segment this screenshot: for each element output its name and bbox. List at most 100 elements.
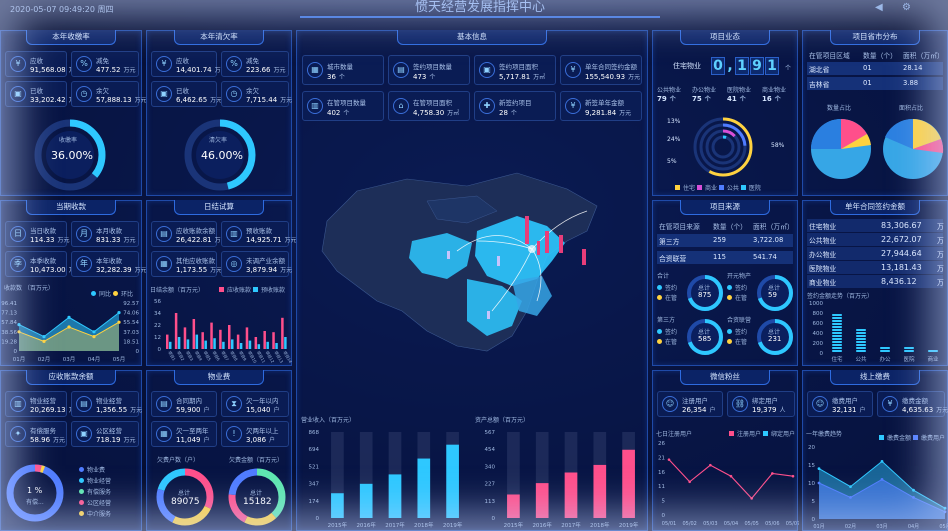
- row-name: 医院物业: [809, 265, 837, 273]
- calendar-day-icon: 日: [10, 226, 26, 242]
- bar-segment: [904, 350, 914, 352]
- bar: [248, 340, 252, 349]
- x-tick-label: 03月: [876, 524, 887, 530]
- item-label: 在管: [735, 295, 748, 302]
- row-value: 83,306.67: [881, 221, 922, 230]
- bar-segment: [832, 335, 842, 337]
- x-tick-label: 2018年: [414, 521, 434, 529]
- x-tick-label: 项目12: [265, 350, 277, 365]
- x-tick-label: 05/06: [765, 521, 779, 527]
- y-tick-label: 11: [658, 484, 665, 490]
- data-point: [17, 323, 21, 327]
- panel-title: 应收账款余额: [26, 370, 116, 385]
- card-label: 签约项目数量: [413, 63, 452, 71]
- receivable-donut: [6, 464, 64, 522]
- value-unit: 个: [510, 110, 517, 117]
- value-unit: 个: [774, 96, 781, 103]
- card-month: 月本月收款 831.33 万元: [71, 221, 139, 247]
- bar: [210, 322, 213, 349]
- value-unit: 个: [429, 74, 436, 81]
- row-unit: 万: [937, 237, 944, 245]
- bar-segment: [880, 350, 890, 352]
- slice-label: 13%: [667, 118, 681, 125]
- data-point: [42, 339, 46, 343]
- data-point: [17, 330, 21, 334]
- y-tick-label: 77.13: [1, 311, 17, 317]
- row-value: 27,944.64: [881, 249, 922, 258]
- data-point: [912, 488, 915, 492]
- yen-icon: ¥: [156, 56, 172, 72]
- data-point: [729, 474, 733, 478]
- bar-segment: [832, 341, 842, 343]
- bar: [169, 341, 172, 349]
- y-tick-label: 340: [485, 464, 496, 470]
- coin-icon: ◎: [226, 256, 242, 272]
- value-unit: 万㎡: [533, 74, 546, 81]
- back-icon[interactable]: ◀: [875, 2, 883, 13]
- data-point: [771, 472, 774, 475]
- stat-icon: ✚: [479, 98, 495, 114]
- clear-rate-gauge: [184, 119, 256, 191]
- current-collection-panel: 当期收款 日当日收款 114.33 万元 月本月收款 831.33 万元 季本季收款 10…: [0, 200, 147, 366]
- x-tick-label: 05月: [113, 356, 126, 363]
- gear-icon[interactable]: ⚙: [902, 2, 911, 13]
- y-tick-label: 0: [14, 349, 18, 355]
- bar: [622, 449, 635, 518]
- x-tick-label: 项目13: [273, 350, 285, 365]
- china-map: [321, 172, 598, 352]
- arrears-count-donut: [156, 468, 214, 526]
- legend-swatch: [727, 339, 732, 344]
- status-value: 41 个: [727, 94, 761, 103]
- y-tick-label: 5: [812, 499, 816, 505]
- group-item: 在管: [727, 337, 747, 346]
- ring-segment: [711, 135, 735, 159]
- item-label: 签约: [665, 285, 678, 292]
- card-label: 在管项目数量: [327, 99, 366, 107]
- y-tick-label: 57.84: [1, 320, 17, 326]
- y-tick-label: 56: [154, 299, 161, 305]
- chart-legend: 应收账款 预收账款: [219, 285, 285, 294]
- y-tick-label: 12: [154, 335, 161, 341]
- x-tick-label: 住宅: [831, 355, 843, 363]
- card-arrears: ◷ 余欠 7,715.44 万元: [221, 81, 292, 107]
- status-ring-chart: 13% 24% 5% 58%: [667, 117, 785, 177]
- group-title: 合资联营: [727, 317, 752, 324]
- y-tick-label: 113: [485, 499, 496, 505]
- gauge-value: 36.00%: [51, 149, 93, 162]
- y-tick-label: 16: [658, 470, 665, 476]
- x-tick-label: 项目4: [194, 350, 205, 363]
- series-line: [668, 459, 794, 500]
- stat-icon: ¥: [565, 98, 581, 114]
- item-label: 在管: [735, 339, 748, 346]
- x-tick-label: 项目1: [167, 350, 178, 363]
- card-registered: ☺ 注册用户 26,354 户: [657, 391, 723, 417]
- bar-segment: [832, 314, 842, 316]
- x-tick-label: 医院: [903, 355, 915, 363]
- x-tick-label: 项目7: [220, 350, 231, 363]
- x-tick-label: 05/05: [744, 521, 758, 527]
- bar-segment: [856, 350, 866, 352]
- basic-info-card: ¥ 新签单年金额 9,281.84 万元: [560, 91, 642, 121]
- x-tick-label: 2016年: [356, 521, 376, 529]
- x-tick-label: 05/02: [682, 521, 696, 527]
- annual-contract-panel: 单年合同签约金额 住宅物业 83,306.67 万公共物业 22,672.07 万办公物…: [802, 200, 948, 366]
- x-tick-label: 2019年: [443, 521, 463, 529]
- bar-segment: [856, 329, 866, 331]
- card-received: ▣ 已收 6,462.65 万元: [151, 81, 222, 107]
- ring-track: [711, 135, 735, 159]
- contract-row: 商业物业 8,436.12 万: [807, 275, 944, 288]
- bar: [174, 313, 178, 349]
- card-value: 473 个: [413, 72, 435, 81]
- y-tick-label: 21: [658, 455, 665, 461]
- row-unit: 万: [937, 251, 944, 259]
- contract-row: 医院物业 13,181.43 万: [807, 261, 944, 274]
- x-tick-label: 2016年: [532, 521, 552, 529]
- yen-icon: ¥: [10, 56, 26, 72]
- bar-segment: [832, 320, 842, 322]
- legend-swatch: [657, 285, 662, 290]
- basic-info-card: ⌂ 在管项目面积 4,758.30 万㎡: [388, 91, 470, 121]
- bar-segment: [856, 332, 866, 334]
